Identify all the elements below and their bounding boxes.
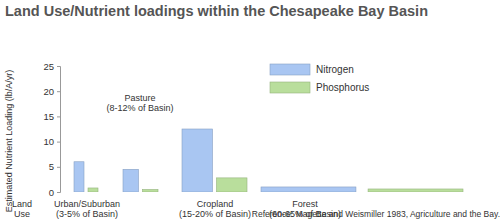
y-tick: 25 — [43, 61, 60, 72]
y-axis-title: Estimated Nutrient Loading (lb/A/yr) — [4, 70, 14, 213]
y-tick-mark — [57, 192, 60, 193]
bar — [123, 169, 139, 192]
title: Land Use/Nutrient loadings within the Ch… — [5, 3, 428, 19]
y-tick-label: 20 — [43, 86, 54, 97]
bar — [182, 129, 213, 192]
legend-swatch — [270, 82, 310, 93]
y-tick: 0 — [49, 187, 60, 198]
y-tick-mark — [57, 66, 60, 67]
legend-swatch — [270, 64, 310, 75]
y-tick-label: 5 — [49, 161, 54, 172]
x-axis-title: LandUse — [12, 199, 32, 219]
y-axis: 0 5 10 15 20 25 — [43, 61, 60, 198]
y-tick-label: 0 — [49, 187, 54, 198]
legend-label: Phosphorus — [316, 82, 369, 93]
bar — [88, 188, 98, 192]
chart: Land Use/Nutrient loadings within the Ch… — [0, 0, 503, 222]
y-tick-mark — [57, 167, 60, 168]
bar — [217, 178, 248, 192]
annotation: Reference: Magette and Weismiller 1983, … — [252, 209, 500, 219]
category-label: Urban/Suburban(3-5% of Basin) — [54, 199, 120, 219]
y-tick: 5 — [49, 161, 60, 172]
y-tick-label: 10 — [43, 136, 54, 147]
bar — [261, 187, 356, 192]
y-tick: 20 — [43, 86, 60, 97]
y-tick-label: 25 — [43, 61, 54, 72]
bar — [368, 189, 463, 192]
legend-label: Nitrogen — [316, 64, 354, 75]
y-tick-mark — [57, 142, 60, 143]
category-label: Pasture(8-12% of Basin) — [106, 93, 173, 113]
y-tick-label: 15 — [43, 111, 54, 122]
category-label: Cropland(15-20% of Basin) — [179, 199, 251, 219]
y-axis-line — [57, 67, 61, 193]
legend: Nitrogen Phosphorus — [270, 64, 369, 93]
bars — [74, 129, 463, 192]
y-tick-mark — [57, 91, 60, 92]
bar — [143, 189, 159, 192]
y-tick: 15 — [43, 111, 60, 122]
y-tick-mark — [57, 116, 60, 117]
y-tick: 10 — [43, 136, 60, 147]
bar — [74, 162, 84, 192]
